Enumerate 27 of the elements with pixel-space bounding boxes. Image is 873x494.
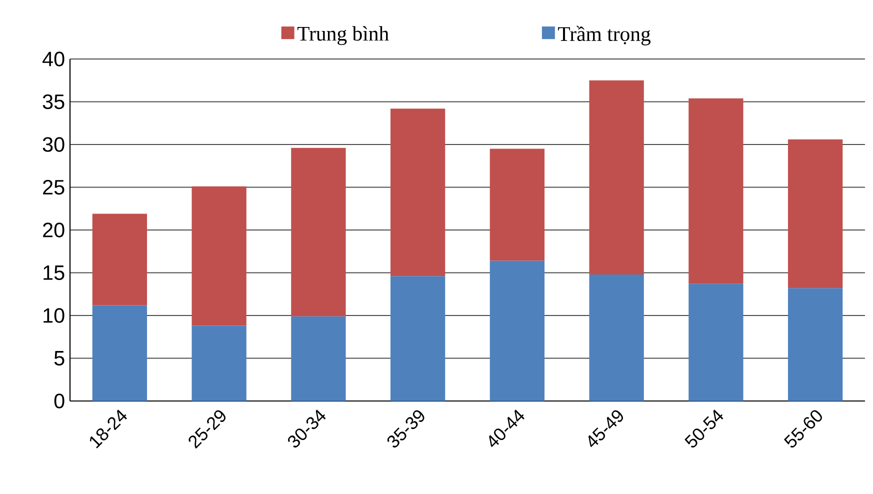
bar	[788, 139, 843, 288]
bar	[92, 214, 148, 306]
legend-label: Trung bình	[297, 26, 389, 46]
bar	[390, 108, 446, 276]
bar	[788, 288, 843, 402]
y-tick-label: 0	[54, 394, 64, 408]
bar	[688, 98, 744, 284]
y-tick-label: 30	[42, 137, 64, 152]
bar	[490, 260, 545, 402]
bar	[291, 148, 346, 316]
bar	[688, 284, 744, 402]
bar	[390, 276, 446, 402]
legend-label: Trầm trọng	[558, 26, 651, 46]
y-tick-label: 5	[54, 351, 64, 366]
bar	[192, 326, 246, 402]
bar	[92, 305, 148, 402]
y-tick-label: 35	[42, 94, 64, 110]
y-tick-label: 10	[44, 308, 64, 323]
bar	[192, 186, 246, 326]
bar	[589, 274, 644, 402]
bar	[589, 80, 644, 274]
y-tick-label: 25	[43, 180, 64, 195]
bar	[490, 148, 545, 261]
bar	[291, 316, 346, 402]
y-tick-label: 15	[44, 266, 64, 280]
y-tick-label: 40	[42, 52, 64, 66]
y-tick-label: 20	[43, 222, 64, 238]
